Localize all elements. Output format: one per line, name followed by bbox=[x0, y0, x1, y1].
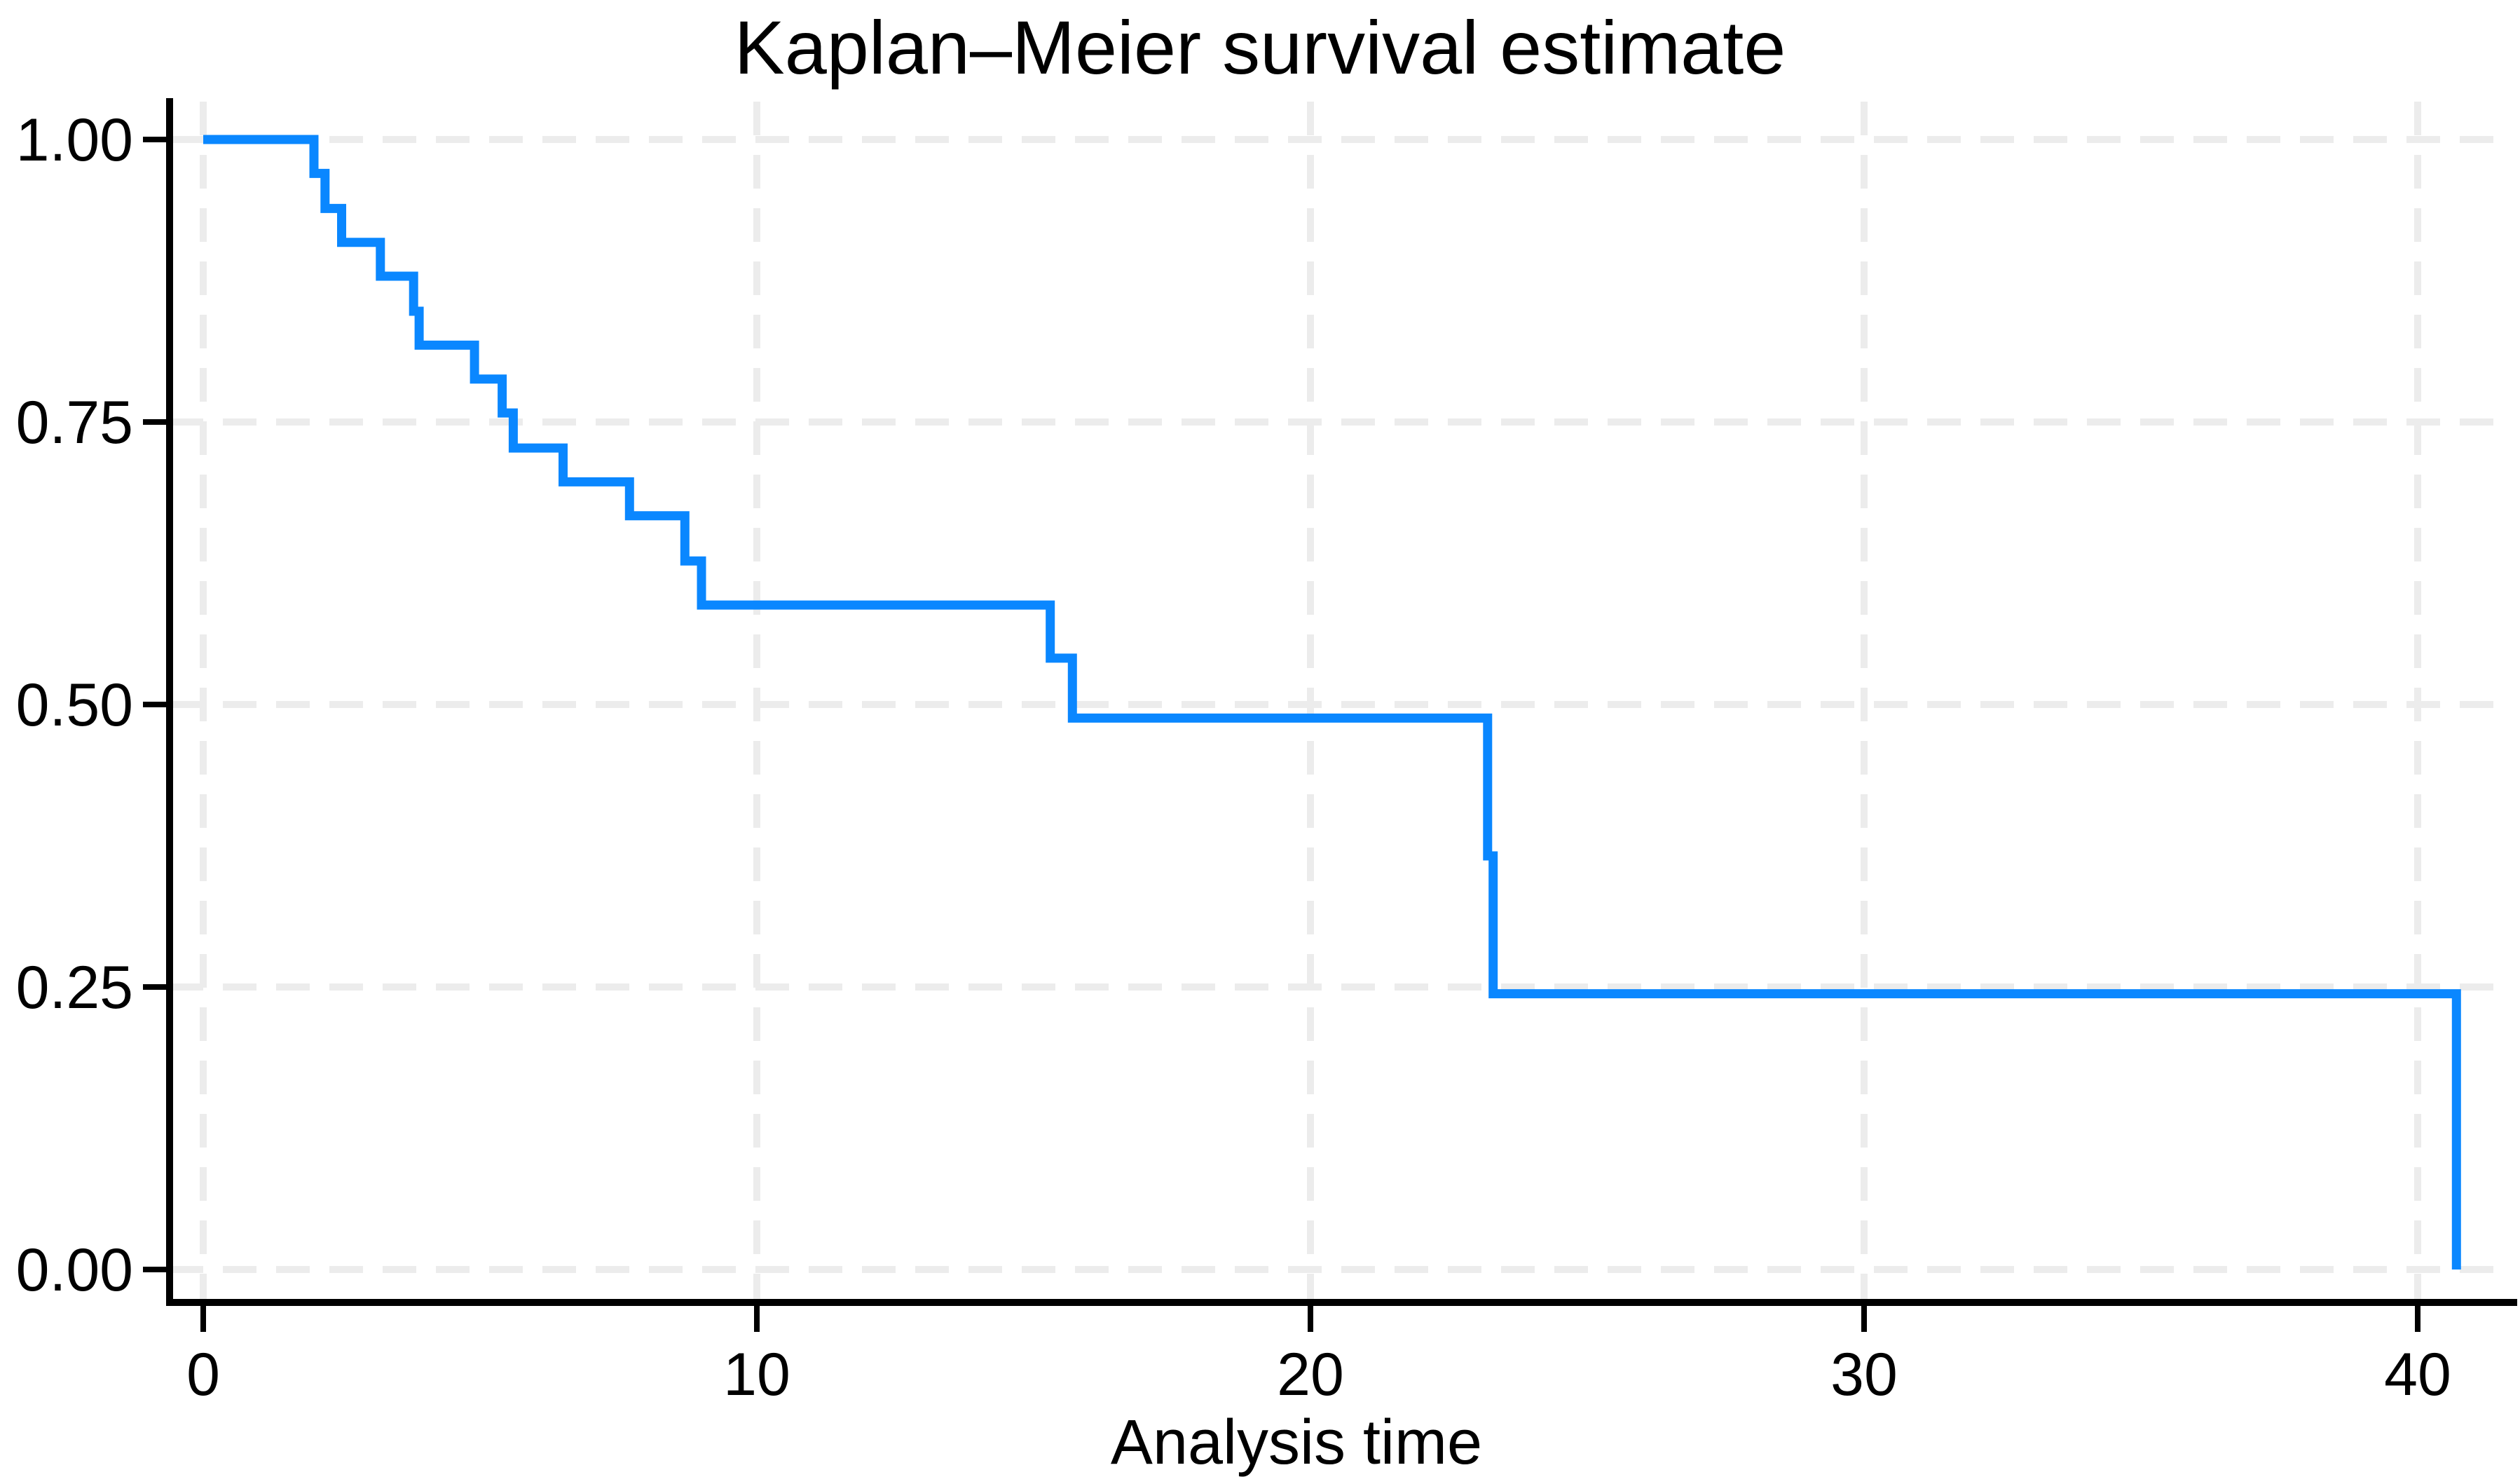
x-tick-label: 40 bbox=[2384, 1341, 2451, 1408]
chart-title: Kaplan–Meier survival estimate bbox=[734, 5, 1786, 90]
axes-layer bbox=[143, 98, 2517, 1332]
survival-curve bbox=[203, 135, 2461, 1269]
gridlines bbox=[170, 102, 2502, 1299]
x-tick-label: 10 bbox=[723, 1341, 790, 1408]
y-tick-label: 0.50 bbox=[16, 672, 133, 739]
x-tick-label: 0 bbox=[186, 1341, 220, 1408]
x-axis-title: Analysis time bbox=[1111, 1408, 1482, 1478]
curve-layer bbox=[203, 135, 2461, 1269]
x-tick-label: 30 bbox=[1830, 1341, 1898, 1408]
y-tick-label: 0.75 bbox=[16, 389, 133, 456]
ticklabels-layer: 1.00 0.75 0.50 0.25 0.00 0 10 20 30 40 bbox=[16, 107, 2451, 1408]
y-tick-label: 0.25 bbox=[16, 954, 133, 1021]
x-tick-label: 20 bbox=[1277, 1341, 1344, 1408]
y-tick-label: 0.00 bbox=[16, 1237, 133, 1304]
y-tick-label: 1.00 bbox=[16, 107, 133, 174]
